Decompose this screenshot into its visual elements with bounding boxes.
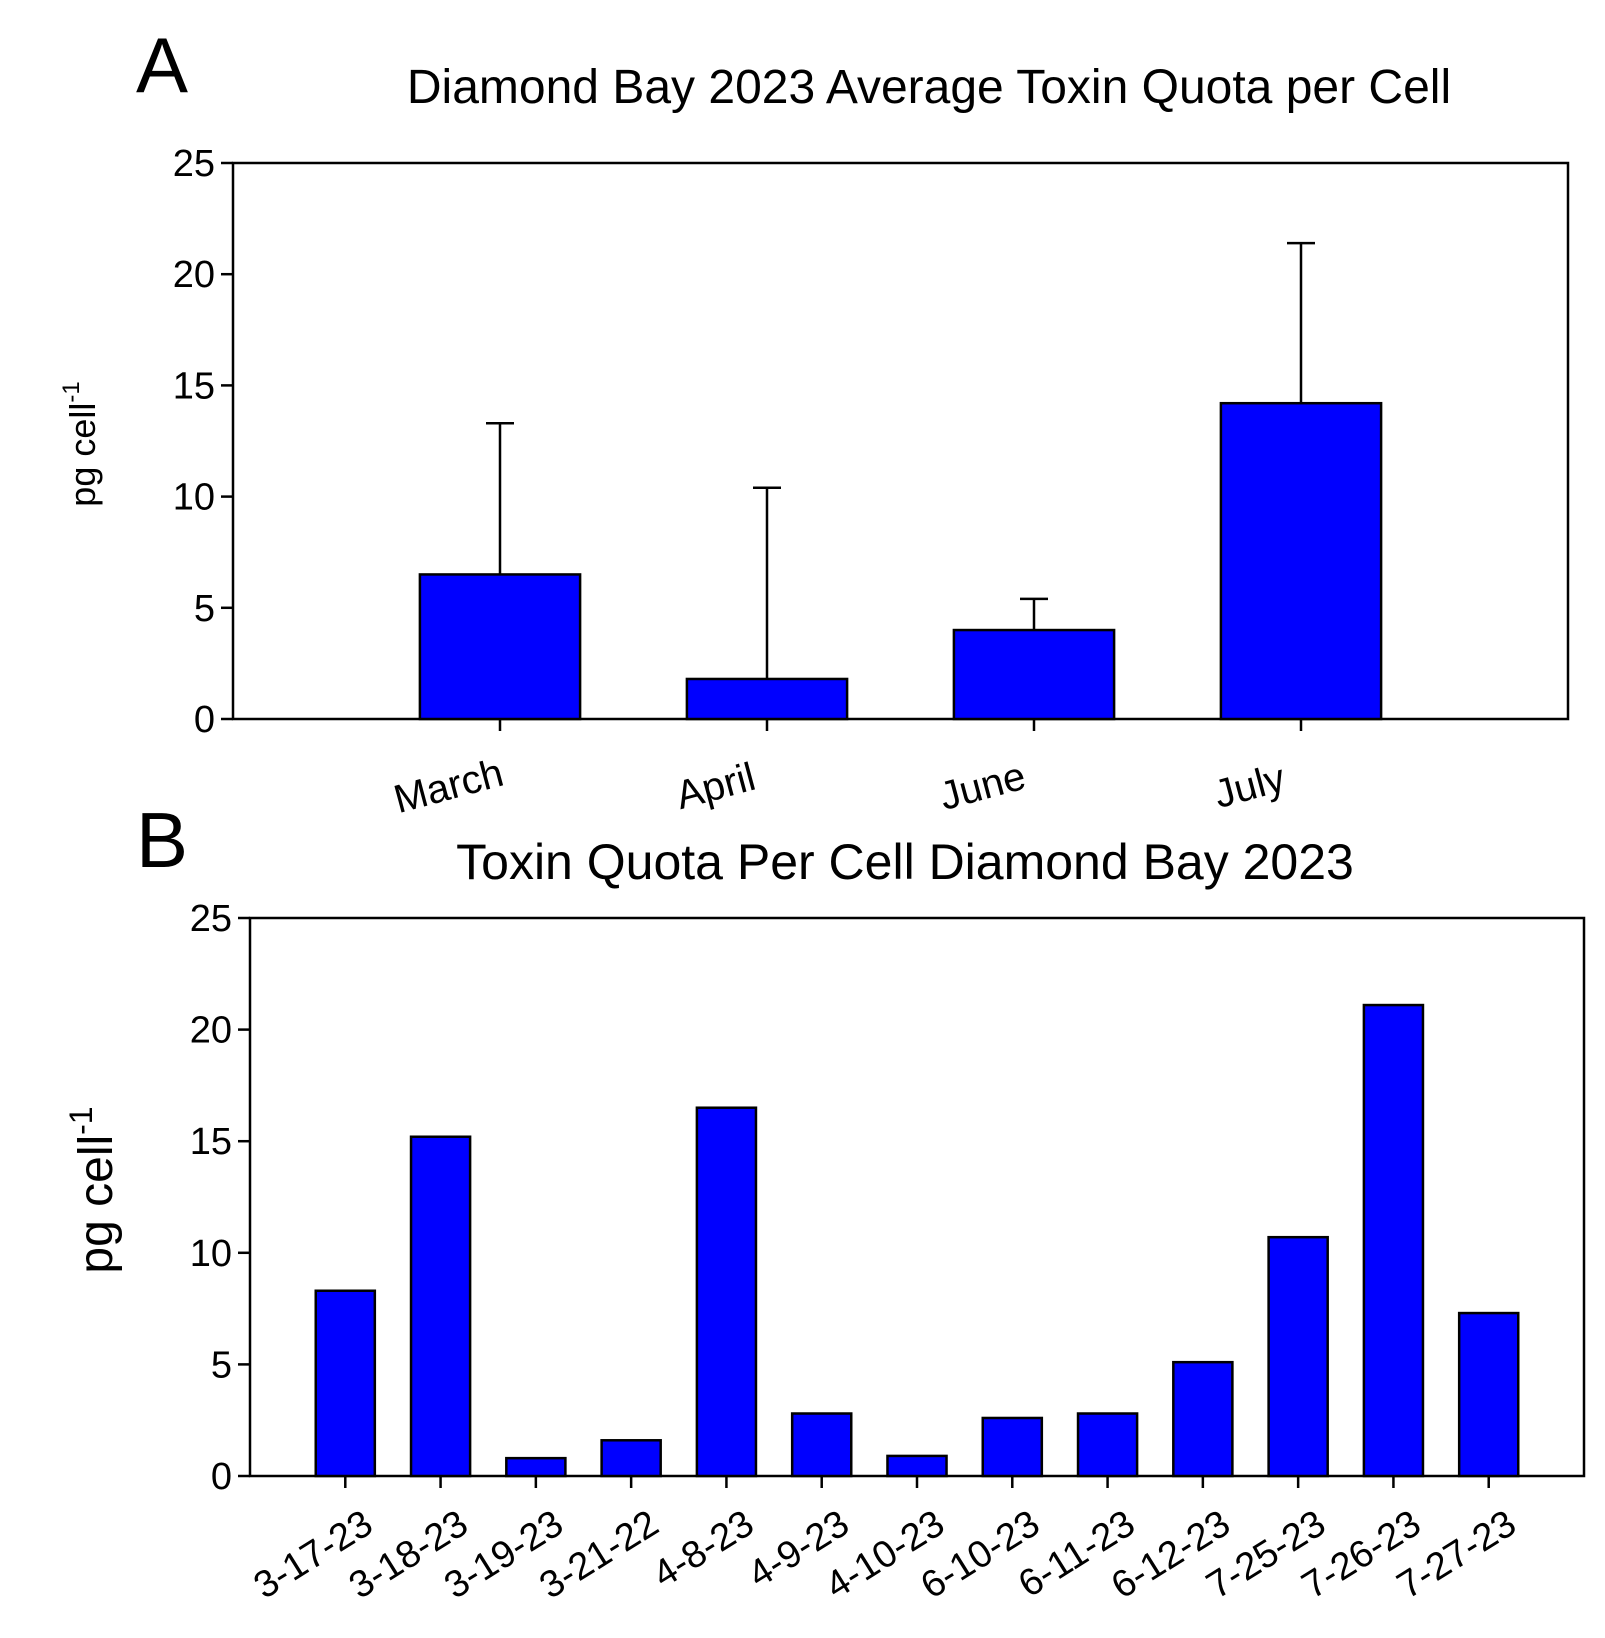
panel-b-y-tick-label: 15	[190, 1121, 232, 1163]
panel-a-bar	[685, 677, 849, 721]
panel-b-bar	[1172, 1360, 1234, 1478]
panel-a-y-tick-label: 15	[173, 365, 215, 407]
panel-b-title: Toxin Quota Per Cell Diamond Bay 2023	[456, 834, 1354, 890]
panel-b-y-axis-label: pg cell-1	[63, 1106, 123, 1273]
panel-a-y-tick-label: 20	[173, 254, 215, 296]
panel-b-bar	[981, 1416, 1044, 1478]
panel-b-x-tick-label: 4-8-23	[646, 1502, 761, 1596]
panel-b-bar	[1267, 1235, 1329, 1478]
panel-a-x-tick-label: June	[935, 754, 1030, 819]
panel-b-bar	[790, 1412, 853, 1478]
panel-b-bar	[695, 1106, 758, 1478]
panel-b-bar	[886, 1454, 948, 1478]
panel-a-plot-frame	[231, 161, 1570, 721]
panel-a-x-tick-label: March	[389, 751, 508, 822]
panel-a-bar	[418, 573, 582, 721]
panel-a-y-tick-label: 10	[173, 477, 215, 519]
panel-a-y-tick-label: 0	[194, 699, 215, 741]
panel-b-y-tick-label: 20	[190, 1010, 232, 1052]
panel-b-bar	[1362, 1003, 1425, 1478]
panel-a-y-tick-label: 25	[173, 143, 215, 185]
panel-a-x-tick-label: April	[671, 755, 760, 818]
panel-b-y-tick-label: 10	[190, 1233, 232, 1275]
panel-a-title: Diamond Bay 2023 Average Toxin Quota per…	[407, 61, 1451, 114]
panel-b-bar	[600, 1439, 662, 1478]
panel-a-letter: A	[136, 21, 188, 109]
panel-b-y-tick-label: 0	[211, 1456, 232, 1498]
panel-a-bar	[952, 628, 1116, 721]
panel-b-bar	[1457, 1311, 1520, 1478]
panel-a-y-axis-label: pg cell-1	[58, 381, 103, 506]
panel-a-y-tick-label: 5	[194, 588, 215, 630]
panel-b-bar	[505, 1456, 567, 1478]
panel-a-bar	[1219, 401, 1383, 721]
panel-b-bar	[1076, 1412, 1139, 1478]
panel-b-bar	[314, 1289, 377, 1478]
panel-a-x-tick-label: July	[1210, 756, 1290, 817]
panel-b-letter: B	[136, 796, 188, 884]
panel-a-plot: pg cell-1 0 5 10 15 20 25 March April June July	[58, 143, 1570, 822]
panel-b-y-tick-label: 5	[211, 1344, 232, 1386]
panel-b-plot: pg cell-1 05101520253-17-233-18-233-19-2…	[63, 898, 1586, 1607]
panel-b-y-tick-label: 25	[190, 898, 232, 940]
panel-b-bar	[409, 1135, 472, 1478]
